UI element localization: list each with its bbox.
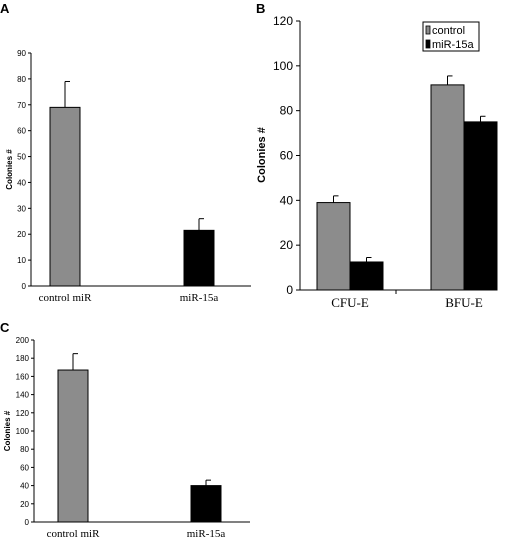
y-tick-label: 140 bbox=[16, 391, 30, 400]
y-tick-label: 70 bbox=[17, 101, 26, 110]
y-tick-label: 90 bbox=[17, 49, 26, 58]
bar bbox=[190, 485, 222, 523]
y-axis-label: Colonies # bbox=[256, 127, 268, 183]
panel-c-chart: C 0 20 40 60 80 100 120 140 160 180 200 control miR… bbox=[0, 320, 250, 540]
y-tick-label: 80 bbox=[20, 445, 29, 454]
x-category-label: control miR bbox=[39, 292, 93, 304]
y-axis-label: Colonies # bbox=[5, 149, 14, 190]
y-tick-label: 20 bbox=[280, 238, 294, 252]
bar bbox=[183, 229, 215, 287]
bar bbox=[49, 106, 81, 287]
y-tick-label: 40 bbox=[20, 482, 29, 491]
y-tick-label: 20 bbox=[20, 500, 29, 509]
y-tick-label: 180 bbox=[16, 354, 30, 363]
x-category-label: miR-15a bbox=[187, 528, 226, 540]
panel-b-label: B bbox=[256, 1, 265, 16]
y-axis-label: Colonies # bbox=[3, 410, 12, 451]
x-category-label: control miR bbox=[47, 528, 101, 540]
legend-label: miR-15a bbox=[432, 39, 474, 51]
y-tick-label: 20 bbox=[17, 230, 26, 239]
panel-b-chart: B 0 20 40 60 80 100 120 CFU-E BFU-E Colonies # con… bbox=[256, 1, 498, 310]
legend-box bbox=[422, 21, 480, 52]
legend-swatch bbox=[425, 25, 431, 35]
x-category-label: miR-15a bbox=[180, 292, 219, 304]
y-tick-label: 40 bbox=[280, 193, 294, 207]
y-tick-label: 200 bbox=[16, 336, 30, 345]
bar bbox=[463, 121, 498, 291]
y-tick-label: 40 bbox=[17, 178, 26, 187]
y-tick-label: 50 bbox=[17, 153, 26, 162]
y-tick-label: 30 bbox=[17, 204, 26, 213]
x-category-label: BFU-E bbox=[445, 295, 483, 310]
legend-label: control bbox=[432, 25, 465, 37]
y-tick-label: 80 bbox=[280, 104, 294, 118]
legend-swatch bbox=[425, 39, 431, 49]
bar bbox=[316, 202, 351, 291]
y-tick-label: 0 bbox=[286, 283, 293, 297]
x-category-label: CFU-E bbox=[331, 295, 369, 310]
y-tick-label: 100 bbox=[16, 427, 30, 436]
y-tick-label: 60 bbox=[17, 127, 26, 136]
panel-a-chart: A 0 10 20 30 40 50 60 70 80 90 control miR miR-15a C… bbox=[0, 1, 251, 304]
panel-c-label: C bbox=[0, 320, 10, 335]
y-tick-label: 0 bbox=[22, 282, 27, 291]
bar bbox=[430, 84, 465, 291]
y-tick-label: 0 bbox=[25, 518, 30, 527]
y-tick-label: 60 bbox=[280, 149, 294, 163]
y-tick-label: 120 bbox=[273, 14, 293, 28]
y-tick-label: 100 bbox=[273, 59, 293, 73]
bar bbox=[57, 369, 89, 523]
y-tick-label: 120 bbox=[16, 409, 30, 418]
y-tick-label: 60 bbox=[20, 463, 29, 472]
y-tick-label: 160 bbox=[16, 372, 30, 381]
y-tick-label: 10 bbox=[17, 256, 26, 265]
y-tick-label: 80 bbox=[17, 75, 26, 84]
bar bbox=[349, 261, 384, 291]
legend: control miR-15a bbox=[422, 21, 480, 52]
panel-a-label: A bbox=[0, 1, 10, 16]
